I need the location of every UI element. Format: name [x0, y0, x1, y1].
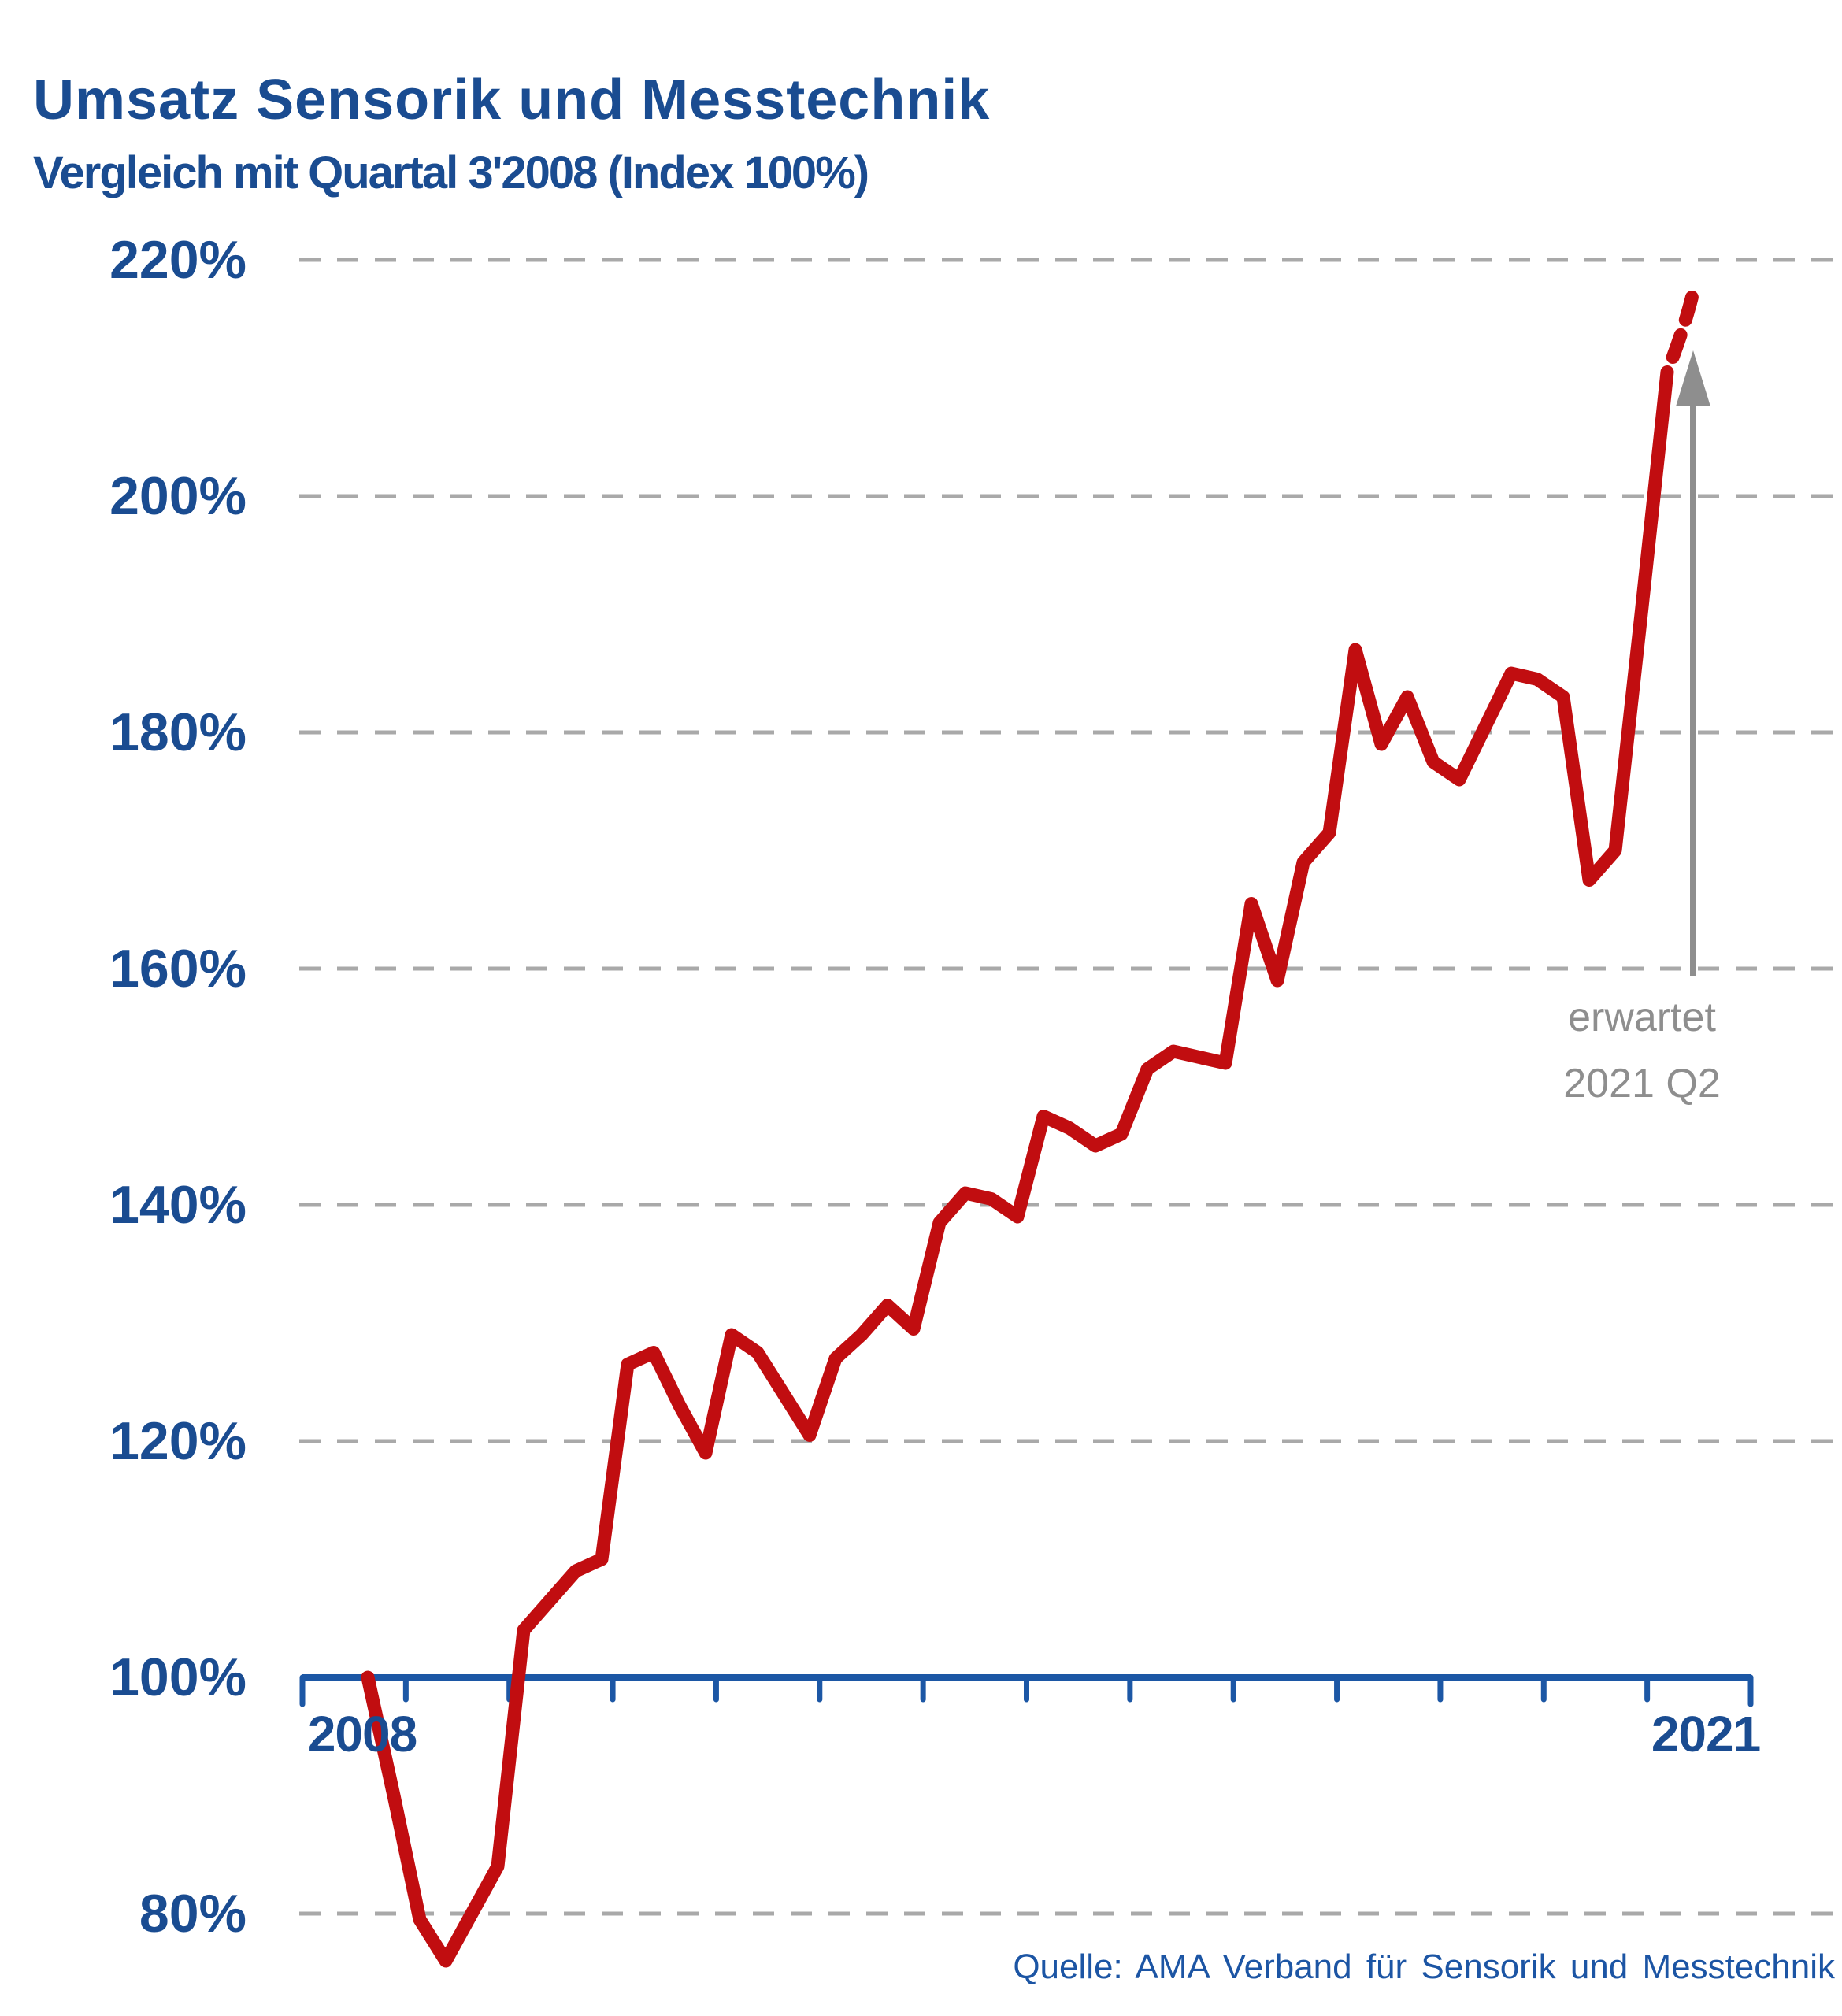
expected-annotation-line1: erwartet [1568, 995, 1716, 1040]
x-axis-label-2008: 2008 [307, 1706, 417, 1762]
y-axis-label-220: 220% [109, 230, 246, 290]
y-axis-label-180: 180% [109, 702, 246, 762]
x-axis-label-2021: 2021 [1651, 1706, 1761, 1762]
y-axis-label-200: 200% [109, 466, 246, 526]
expected-annotation-line2: 2021 Q2 [1563, 1061, 1721, 1106]
y-axis-label-100: 100% [109, 1647, 246, 1707]
y-axis-label-160: 160% [109, 939, 246, 999]
y-axis-label-120: 120% [109, 1411, 246, 1471]
expected-arrow-head [1676, 350, 1710, 406]
chart-subtitle: Vergleich mit Quartal 3'2008 (Index 100%… [33, 147, 869, 198]
y-axis-label-80: 80% [139, 1884, 246, 1944]
expected-dashed-segment [1660, 288, 1699, 379]
revenue-line [361, 365, 1674, 1968]
chart-title: Umsatz Sensorik und Messtechnik [33, 69, 991, 132]
y-axis-label-140: 140% [109, 1175, 246, 1235]
source-credit: Quelle: AMA Verband für Sensorik und Mes… [1013, 1947, 1835, 1986]
